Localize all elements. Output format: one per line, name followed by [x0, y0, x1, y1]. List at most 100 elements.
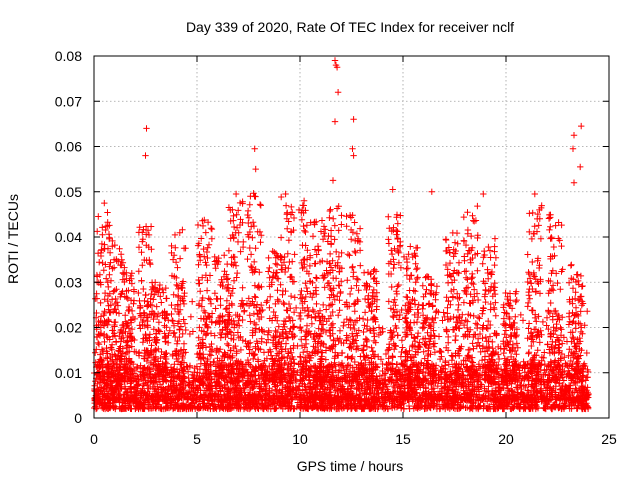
data-point [94, 339, 102, 347]
data-point [524, 335, 531, 342]
data-point [116, 245, 123, 252]
data-point [110, 264, 118, 271]
data-point [158, 299, 165, 306]
data-point [135, 229, 143, 236]
data-point [108, 296, 116, 303]
data-point [353, 403, 360, 411]
data-point [296, 312, 303, 320]
data-point [555, 312, 562, 319]
data-point [560, 377, 567, 384]
data-point [208, 235, 216, 242]
data-point [174, 264, 181, 271]
data-point [224, 275, 232, 282]
data-point [163, 295, 170, 302]
data-point [360, 328, 367, 336]
data-point [491, 403, 498, 411]
data-point [176, 255, 184, 262]
data-point [105, 283, 112, 291]
data-point [207, 225, 215, 232]
data-point [536, 339, 543, 346]
data-point [176, 326, 183, 333]
data-point [136, 297, 143, 305]
data-point [101, 289, 109, 297]
data-point [122, 312, 129, 319]
data-point [495, 371, 502, 378]
data-point [168, 301, 175, 309]
data-point [351, 308, 358, 315]
data-point [180, 340, 188, 347]
data-point [180, 346, 188, 353]
data-point [207, 347, 215, 355]
data-point [96, 259, 103, 266]
data-point [517, 311, 524, 319]
data-point [173, 281, 180, 289]
data-point [557, 324, 564, 331]
data-point [539, 318, 547, 326]
data-point [239, 316, 246, 324]
data-point [476, 342, 483, 349]
data-point [203, 287, 211, 294]
data-point [144, 303, 151, 310]
data-point [179, 330, 186, 338]
data-point [222, 305, 229, 313]
data-point [100, 267, 107, 274]
data-point [202, 229, 209, 236]
data-point [180, 245, 188, 252]
data-point [205, 241, 213, 248]
data-point [554, 362, 562, 369]
data-point [147, 223, 155, 230]
data-point [572, 304, 580, 311]
data-point [206, 296, 214, 303]
data-point [194, 221, 202, 229]
data-point [552, 383, 559, 390]
data-point [195, 261, 202, 268]
data-point [492, 299, 499, 306]
data-point [99, 231, 106, 238]
data-point [476, 315, 483, 322]
data-point [525, 320, 533, 327]
data-point [168, 310, 175, 318]
data-point [320, 301, 327, 309]
data-point [155, 319, 163, 326]
data-point [104, 209, 111, 216]
data-point [543, 314, 551, 321]
data-point [204, 244, 211, 251]
data-point [208, 225, 216, 233]
data-point [270, 308, 277, 316]
data-point [336, 327, 344, 334]
data-point [125, 307, 133, 315]
data-point [375, 324, 383, 331]
data-point [199, 222, 207, 230]
data-point [213, 295, 220, 302]
data-point [584, 308, 591, 315]
data-point [390, 389, 397, 397]
data-point [513, 340, 520, 347]
data-point [385, 298, 392, 305]
data-point [142, 291, 149, 299]
data-point [260, 349, 268, 356]
data-point [175, 285, 182, 293]
data-point [240, 308, 248, 315]
data-point [196, 350, 204, 358]
data-point [153, 303, 160, 310]
data-point [221, 252, 228, 259]
data-point [119, 270, 127, 277]
data-point [286, 401, 293, 409]
data-point [500, 404, 507, 411]
data-point [186, 362, 194, 369]
data-point [106, 309, 113, 316]
data-point [106, 271, 113, 278]
data-point [180, 300, 188, 308]
data-point [97, 299, 104, 307]
data-point [264, 297, 271, 304]
chart-title: Day 339 of 2020, Rate Of TEC Index for r… [186, 19, 514, 35]
data-point [469, 340, 476, 347]
data-point [117, 251, 125, 258]
data-point [140, 285, 147, 293]
data-point [104, 279, 111, 286]
data-point [474, 314, 482, 321]
data-point [224, 340, 231, 348]
data-point [200, 245, 207, 253]
data-point [399, 344, 406, 351]
